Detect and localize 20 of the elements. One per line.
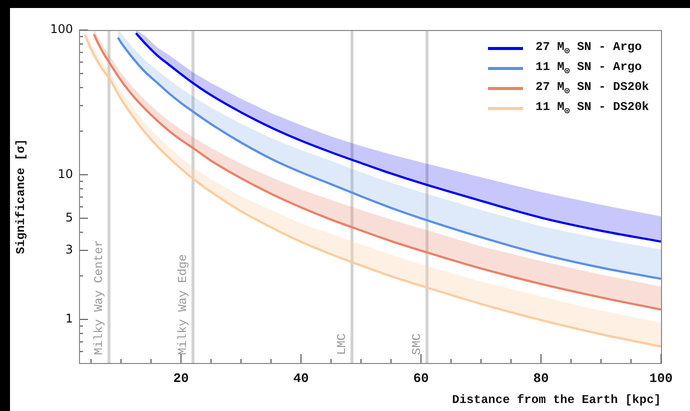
x-tick-label: 80 — [533, 371, 549, 386]
x-tick-label: 40 — [293, 371, 309, 386]
x-tick-label: 60 — [413, 371, 429, 386]
ref-line-label: Milky Way Edge — [176, 254, 190, 355]
y-tick-label: 10 — [58, 166, 73, 181]
ref-line-label: SMC — [410, 333, 424, 355]
y-tick-label: 3 — [65, 242, 73, 257]
x-axis-title: Distance from the Earth [kpc] — [452, 392, 661, 407]
y-tick-label: 100 — [50, 22, 73, 36]
x-tick-label: 100 — [649, 371, 673, 386]
x-tick-label: 20 — [173, 371, 189, 386]
y-tick-label: 5 — [65, 210, 73, 224]
y-axis-title: Significance [σ] — [14, 138, 28, 254]
ref-line-label: LMC — [335, 333, 350, 355]
legend-label: 27 M$_{⊙}$ SN - Argo — [536, 40, 642, 56]
legend-label: 11 M$_{⊙}$ SN - DS20k — [536, 100, 649, 116]
ref-line-label: Milky Way Center — [92, 240, 106, 355]
legend-label: 11 M$_{⊙}$ SN - Argo — [536, 60, 642, 76]
legend-label: 27 M$_{⊙}$ SN - DS20k — [536, 80, 649, 96]
y-tick-label: 1 — [65, 312, 73, 326]
